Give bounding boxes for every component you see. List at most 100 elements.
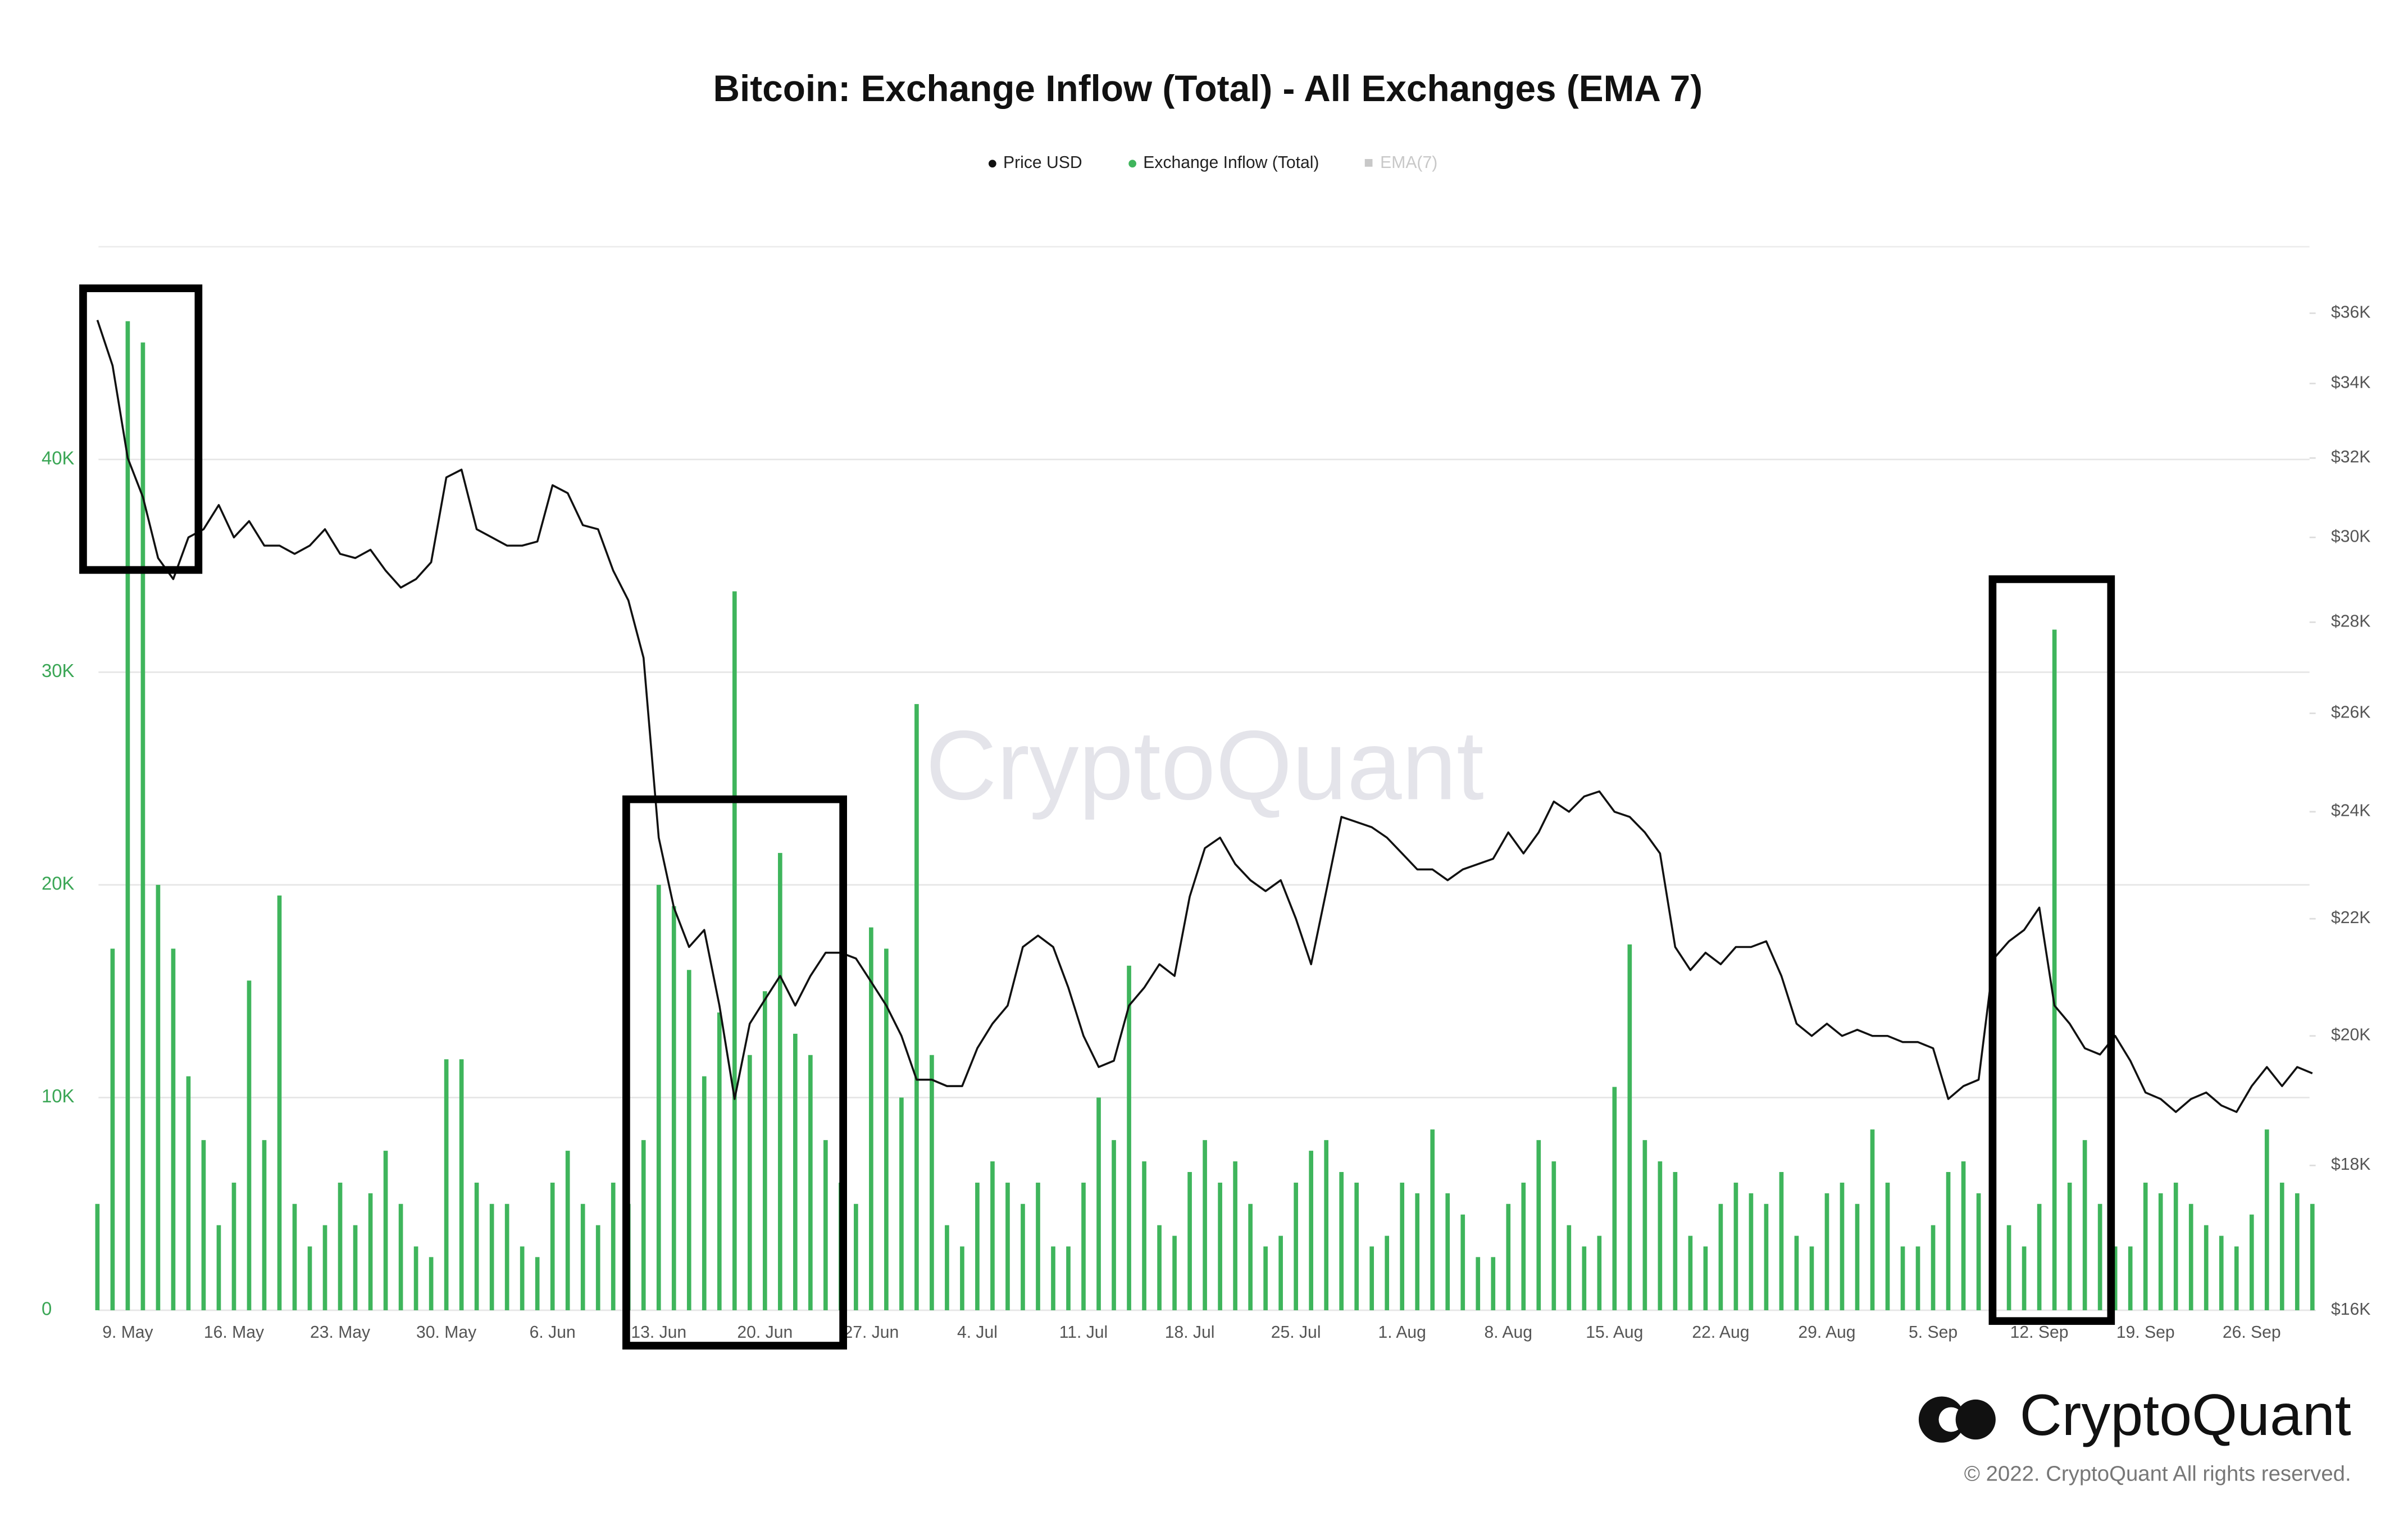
inflow-bar	[1309, 1151, 1313, 1311]
inflow-bar	[1703, 1246, 1708, 1311]
inflow-bar	[1127, 965, 1131, 1311]
inflow-bar	[854, 1203, 858, 1311]
x-tick-label: 11. Jul	[1059, 1323, 1108, 1342]
inflow-bar	[914, 704, 919, 1311]
inflow-bar	[140, 342, 145, 1311]
inflow-bar	[1445, 1193, 1450, 1311]
y2-tick-label: $16K	[2331, 1300, 2370, 1319]
inflow-bar	[474, 1182, 479, 1311]
inflow-bar	[171, 948, 176, 1311]
inflow-bar	[899, 1097, 904, 1311]
inflow-bar	[702, 1076, 707, 1311]
inflow-bar	[762, 991, 767, 1311]
inflow-bar	[2022, 1246, 2027, 1311]
inflow-bar	[1278, 1236, 1283, 1311]
inflow-bar	[156, 884, 161, 1311]
inflow-bar	[2219, 1236, 2224, 1311]
inflow-bar	[353, 1225, 358, 1311]
inflow-bar	[960, 1246, 964, 1311]
inflow-bar	[1658, 1161, 1663, 1311]
y2-tick-label: $28K	[2331, 612, 2370, 630]
inflow-bar	[1066, 1246, 1071, 1311]
inflow-bar	[1430, 1129, 1435, 1311]
inflow-bar	[292, 1203, 297, 1311]
inflow-bar	[307, 1246, 312, 1311]
inflow-bar	[823, 1140, 828, 1311]
y2-tick-label: $20K	[2331, 1026, 2370, 1044]
x-tick-label: 4. Jul	[957, 1323, 998, 1342]
logo-icon	[1955, 1399, 1996, 1440]
inflow-bar	[1369, 1246, 1374, 1311]
inflow-bar	[322, 1225, 327, 1311]
legend-swatch	[1364, 159, 1373, 167]
inflow-bar	[216, 1225, 221, 1311]
x-tick-label: 6. Jun	[530, 1323, 576, 1342]
inflow-bar	[2249, 1214, 2254, 1311]
inflow-bar	[2158, 1193, 2163, 1311]
x-tick-label: 15. Aug	[1586, 1323, 1643, 1342]
inflow-bar	[595, 1225, 600, 1311]
y2-tick-label: $26K	[2331, 703, 2370, 722]
inflow-bar	[717, 1012, 722, 1311]
inflow-bar	[2128, 1246, 2133, 1311]
inflow-bar	[1855, 1203, 1860, 1311]
inflow-bar	[808, 1055, 813, 1311]
brand-logo: CryptoQuant	[1918, 1383, 2351, 1448]
inflow-bar	[1112, 1140, 1116, 1311]
inflow-bar	[504, 1203, 509, 1311]
inflow-bar	[2295, 1193, 2300, 1311]
inflow-bar	[1036, 1182, 1040, 1311]
x-tick-label: 30. May	[416, 1323, 476, 1342]
y2-tick-label: $36K	[2331, 303, 2370, 321]
inflow-bar	[1673, 1171, 1678, 1311]
inflow-bar	[747, 1055, 752, 1311]
inflow-bar	[1840, 1182, 1845, 1311]
x-tick-label: 1. Aug	[1378, 1323, 1426, 1342]
inflow-bar	[1021, 1203, 1025, 1311]
inflow-bar	[1567, 1225, 1572, 1311]
inflow-bar	[1400, 1182, 1405, 1311]
highlight-box	[79, 284, 203, 574]
y2-tick-label: $34K	[2331, 374, 2370, 392]
inflow-bar	[398, 1203, 403, 1311]
inflow-bar	[125, 321, 130, 1311]
legend-label: EMA(7)	[1380, 153, 1437, 172]
inflow-bar	[2204, 1225, 2209, 1311]
inflow-bar	[1794, 1236, 1799, 1311]
inflow-bar	[580, 1203, 585, 1311]
inflow-bar	[2279, 1182, 2284, 1311]
inflow-bar	[1233, 1161, 1237, 1311]
inflow-bar	[1582, 1246, 1587, 1311]
inflow-bar	[1749, 1193, 1754, 1311]
brand-name: CryptoQuant	[2020, 1383, 2351, 1448]
inflow-bar	[1521, 1182, 1526, 1311]
inflow-bar	[1536, 1140, 1541, 1311]
inflow-bar	[1415, 1193, 1420, 1311]
inflow-bar	[671, 906, 676, 1311]
inflow-bar	[930, 1055, 934, 1311]
inflow-bar	[2052, 629, 2057, 1311]
inflow-bar	[641, 1140, 646, 1311]
chart-title: Bitcoin: Exchange Inflow (Total) - All E…	[713, 67, 1703, 109]
inflow-bar	[247, 980, 252, 1311]
x-tick-label: 13. Jun	[631, 1323, 686, 1342]
y-tick-label: 10K	[42, 1085, 75, 1106]
inflow-bar	[1961, 1161, 1966, 1311]
inflow-bar	[231, 1182, 236, 1311]
inflow-bar	[1051, 1246, 1055, 1311]
inflow-bar	[1385, 1236, 1390, 1311]
inflow-bar	[1263, 1246, 1268, 1311]
inflow-bar	[2082, 1140, 2087, 1311]
inflow-bar	[2264, 1129, 2269, 1311]
inflow-bar	[110, 948, 115, 1311]
inflow-bar	[1218, 1182, 1222, 1311]
inflow-bar	[1005, 1182, 1010, 1311]
inflow-bar	[2173, 1182, 2178, 1311]
inflow-bar	[1915, 1246, 1920, 1311]
inflow-bar	[945, 1225, 949, 1311]
inflow-bar	[368, 1193, 373, 1311]
inflow-bar	[2067, 1182, 2072, 1311]
x-tick-label: 29. Aug	[1798, 1323, 1855, 1342]
inflow-bar	[975, 1182, 980, 1311]
